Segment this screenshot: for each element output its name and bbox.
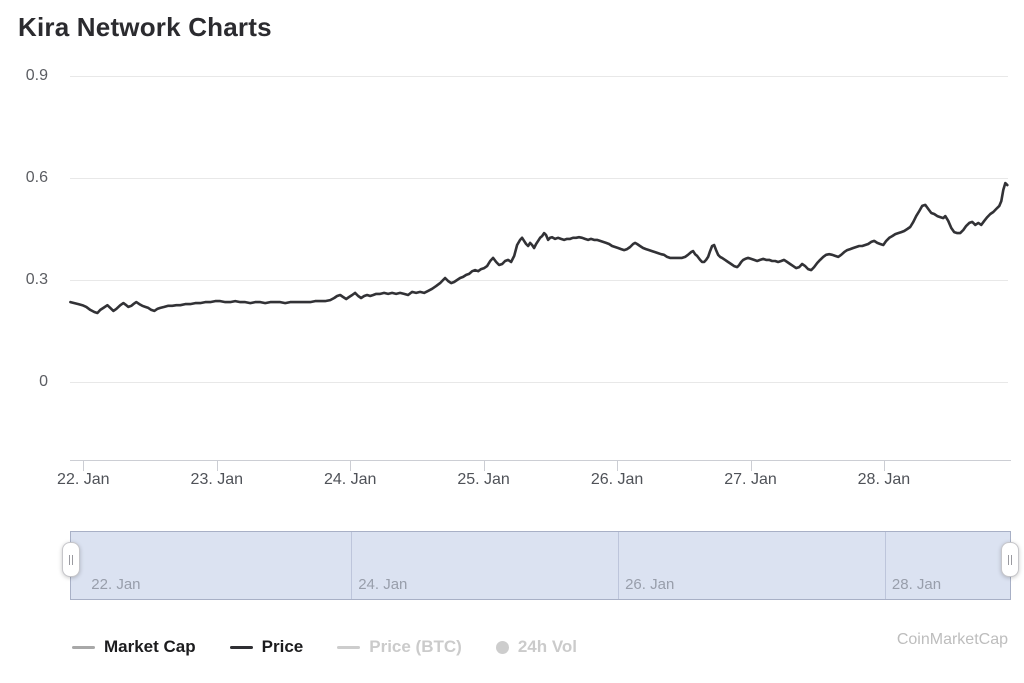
coinmarketcap-credit[interactable]: CoinMarketCap xyxy=(896,631,1008,648)
navigator-date-label: 22. Jan xyxy=(91,576,141,593)
x-axis-tick xyxy=(350,460,352,471)
legend-item-24h-vol[interactable]: 24h Vol xyxy=(495,637,578,657)
y-axis-label: 0.6 xyxy=(25,169,48,186)
x-axis-tick xyxy=(83,460,85,471)
legend-item-price[interactable]: Price xyxy=(229,637,304,657)
grip-icon xyxy=(1011,554,1012,565)
grip-icon xyxy=(1008,554,1009,565)
y-gridline xyxy=(70,76,1008,77)
range-navigator[interactable]: 22. Jan 24. Jan 26. Jan 28. Jan xyxy=(70,531,1011,600)
grip-icon xyxy=(69,554,70,565)
navigator-gridline xyxy=(351,532,353,599)
x-axis-tick xyxy=(216,460,218,471)
navigator-date-label: 28. Jan xyxy=(891,576,942,593)
navigator-date-label: 24. Jan xyxy=(358,576,408,593)
legend-label-price-btc: Price (BTC) xyxy=(369,637,462,656)
price-line-icon xyxy=(229,645,253,649)
x-axis-tick xyxy=(883,460,885,471)
y-gridline xyxy=(70,280,1008,281)
legend-item-market-cap[interactable]: Market Cap xyxy=(72,637,196,657)
chart-title: Kira Network Charts xyxy=(18,12,272,42)
x-axis-label: 24. Jan xyxy=(323,471,377,488)
y-axis-label: 0 xyxy=(39,373,48,390)
price-btc-line-icon xyxy=(337,645,361,649)
legend: Market Cap Price Price (BTC) 24h Vol xyxy=(72,637,577,657)
x-axis-tick xyxy=(483,460,485,471)
legend-label-24h-vol: 24h Vol xyxy=(517,637,578,656)
x-axis-tick xyxy=(750,460,752,471)
y-gridline xyxy=(70,382,1008,383)
grip-icon xyxy=(72,554,73,565)
price-line-path xyxy=(69,181,1009,315)
x-axis-label: 26. Jan xyxy=(590,471,644,488)
navigator-gridline xyxy=(884,532,886,599)
legend-label-market-cap: Market Cap xyxy=(104,637,196,656)
navigator-gridline xyxy=(618,532,620,599)
volume-circle-icon xyxy=(495,640,509,654)
x-axis-label: 25. Jan xyxy=(457,471,510,488)
x-axis-label: 22. Jan xyxy=(57,471,110,488)
legend-item-price-btc[interactable]: Price (BTC) xyxy=(337,637,462,657)
y-axis-label: 0.3 xyxy=(25,271,48,288)
x-axis-label: 27. Jan xyxy=(724,471,777,488)
y-axis-label: 0.9 xyxy=(25,67,48,84)
market-cap-line-icon xyxy=(72,645,95,649)
legend-label-price: Price xyxy=(261,637,304,656)
navigator-left-handle[interactable] xyxy=(62,542,80,577)
x-axis-tick xyxy=(617,460,619,471)
navigator-date-label: 26. Jan xyxy=(625,576,675,593)
x-axis-label: 28. Jan xyxy=(857,471,911,488)
y-gridline xyxy=(70,178,1008,179)
navigator-right-handle[interactable] xyxy=(1001,542,1019,577)
x-axis-line xyxy=(70,460,1011,461)
x-axis-label: 23. Jan xyxy=(190,471,244,488)
